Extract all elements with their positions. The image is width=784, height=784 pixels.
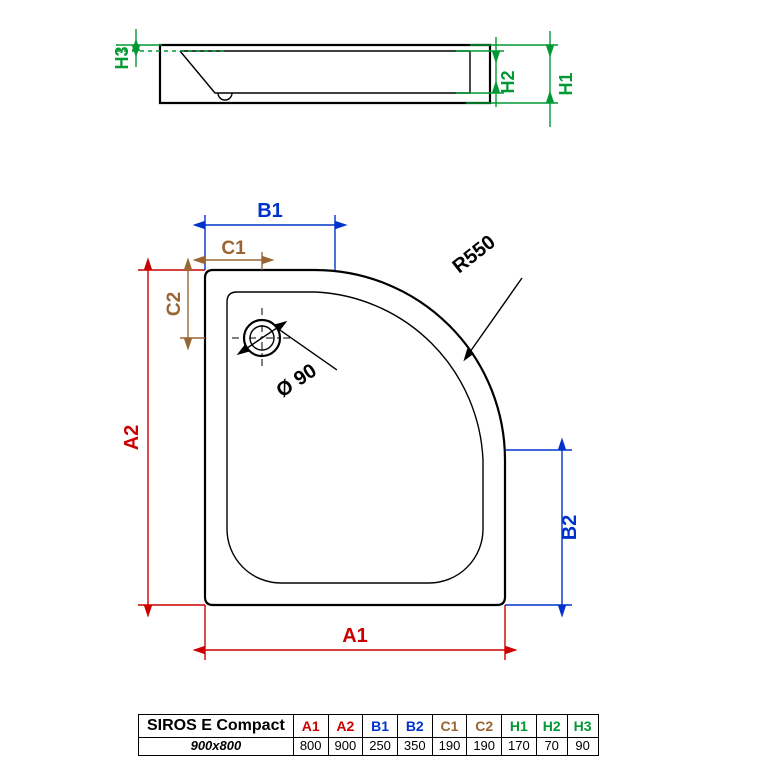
- svg-text:C1: C1: [221, 238, 246, 259]
- svg-text:B2: B2: [559, 515, 581, 541]
- svg-text:H3: H3: [112, 46, 132, 69]
- dimension-table: SIROS E CompactA1A2B1B2C1C2H1H2H3 900x80…: [138, 714, 599, 756]
- svg-text:C2: C2: [164, 292, 185, 316]
- svg-text:R550: R550: [449, 231, 500, 278]
- svg-text:Ø 90: Ø 90: [272, 360, 320, 402]
- svg-text:A1: A1: [342, 625, 368, 647]
- svg-text:H1: H1: [556, 72, 576, 95]
- svg-text:B1: B1: [257, 200, 283, 222]
- technical-drawing: H1 H2 H3 Ø 90 R550 A1 A2 B1 B2 C1 C2: [0, 0, 784, 784]
- svg-text:A2: A2: [121, 425, 143, 451]
- svg-text:H2: H2: [498, 70, 518, 93]
